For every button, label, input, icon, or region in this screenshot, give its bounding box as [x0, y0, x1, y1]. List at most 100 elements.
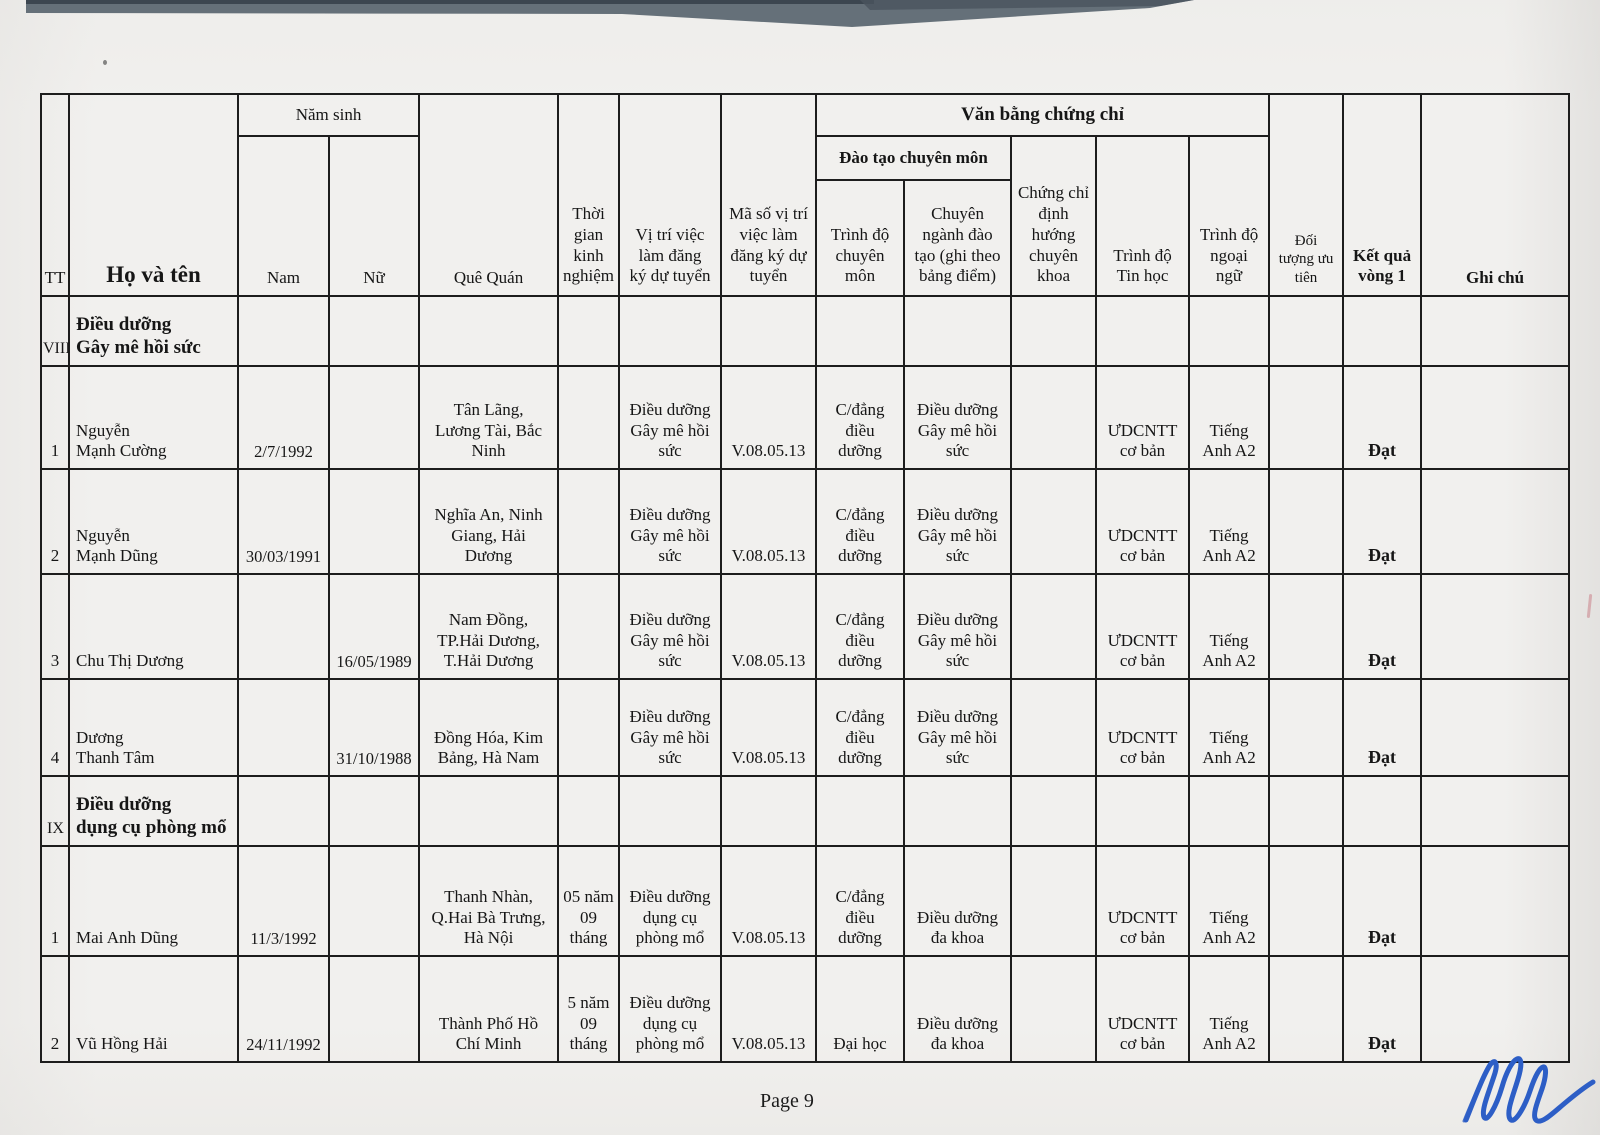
header-row: Trình độ chuyên môn Chuyên ngành đào tạo …	[41, 179, 1569, 297]
cell-kinh-nghiem	[557, 365, 621, 470]
cell-chuyen-nganh: Điều dưỡng đa khoa	[903, 845, 1013, 957]
cell-vi-tri: Điều dưỡng Gây mê hồi sức	[618, 365, 723, 470]
header-ket-qua-vong-1: Kết quả vòng 1	[1342, 93, 1423, 297]
scan-edge-band	[26, 0, 1194, 27]
cell-ho-va-ten: Nguyễn Mạnh Cường	[68, 365, 239, 470]
header-ghi-chu: Ghi chú	[1420, 93, 1571, 297]
cell-chung-chi-dinh-huong	[1010, 573, 1098, 680]
cell-que-quan: Thanh Nhàn, Q.Hai Bà Trưng, Hà Nội	[418, 845, 560, 957]
cell-tin-hoc: ƯDCNTT cơ bản	[1095, 955, 1191, 1063]
cell-trinh-do-chuyen-mon: C/đẳng điều dưỡng	[815, 365, 906, 470]
cell-ghi-chu	[1420, 955, 1571, 1063]
header-trinh-do-tin-hoc: Trình độ Tin học	[1095, 135, 1191, 297]
cell-chung-chi-dinh-huong	[1010, 678, 1098, 777]
candidate-row: 1 Nguyễn Mạnh Cường 2/7/1992 Tân Lãng, Lươn…	[40, 365, 1571, 470]
cell-nam-sinh-nu	[327, 468, 421, 575]
cell-nam-sinh-nam: 11/3/1992	[237, 845, 330, 957]
cell-vi-tri: Điều dưỡng Gây mê hồi sức	[618, 468, 723, 575]
header-row: Nam Nữ Đào tạo chuyên môn Chứng chỉ định hư…	[41, 135, 1569, 297]
cell-nam-sinh-nam: 30/03/1991	[237, 468, 330, 575]
section-empty-cell	[903, 295, 1013, 367]
cell-kinh-nghiem: 05 năm 09 tháng	[557, 845, 621, 957]
section-empty-cell	[1420, 295, 1571, 367]
cell-tt: 3	[40, 573, 70, 680]
section-empty-cell	[1095, 775, 1191, 847]
header-nam: Nam	[237, 135, 330, 297]
section-empty-cell	[418, 295, 560, 367]
header-row: TT Họ và tên Năm sinh Quê Quán Thời gian kin…	[40, 93, 1571, 297]
cell-doi-tuong-uu-tien	[1268, 845, 1345, 957]
section-empty-cell	[815, 775, 906, 847]
header-trinh-do-ngoai-ngu: Trình độ ngoại ngữ	[1188, 135, 1271, 297]
header-nam-sinh: Năm sinh	[236, 93, 421, 137]
section-empty-cell	[815, 295, 906, 367]
cell-trinh-do-chuyen-mon: Đại học	[815, 955, 906, 1063]
candidate-row: 4 Dương Thanh Tâm 31/10/1988 Đồng Hóa, Kim …	[40, 678, 1571, 777]
cell-vi-tri: Điều dưỡng dụng cụ phòng mổ	[618, 845, 723, 957]
candidate-row: 1 Mai Anh Dũng 11/3/1992 Thanh Nhàn, Q.Hai …	[40, 845, 1571, 957]
cell-trinh-do-chuyen-mon: C/đẳng điều dưỡng	[815, 678, 906, 777]
cell-chung-chi-dinh-huong	[1010, 365, 1098, 470]
cell-ngoai-ngu: Tiếng Anh A2	[1188, 468, 1271, 575]
section-number: VIII	[40, 295, 71, 367]
cell-ho-va-ten: Vũ Hồng Hải	[68, 955, 239, 1063]
section-empty-cell	[720, 295, 818, 367]
section-empty-cell	[1342, 295, 1423, 367]
section-row: VIII Điều dưỡng Gây mê hồi sức	[40, 295, 1571, 367]
cell-kinh-nghiem	[557, 573, 621, 680]
header-thoi-gian-kinh-nghiem: Thời gian kinh nghiệm	[557, 93, 621, 297]
header-trinh-do-chuyen-mon: Trình độ chuyên môn	[815, 179, 906, 297]
header-doi-tuong-uu-tien: Đối tượng ưu tiên	[1268, 93, 1345, 297]
section-empty-cell	[327, 295, 421, 367]
section-empty-cell	[1010, 295, 1098, 367]
cell-doi-tuong-uu-tien	[1268, 678, 1345, 777]
section-empty-cell	[237, 295, 330, 367]
header-chuyen-nganh-dao-tao: Chuyên ngành đào tạo (ghi theo bảng điểm…	[903, 179, 1013, 297]
cell-tin-hoc: ƯDCNTT cơ bản	[1095, 845, 1191, 957]
section-empty-cell	[720, 775, 818, 847]
cell-ket-qua-vong-1: Đạt	[1342, 955, 1423, 1063]
cell-chuyen-nganh: Điều dưỡng Gây mê hồi sức	[903, 468, 1013, 575]
candidate-roster-table: TT Họ và tên Năm sinh Quê Quán Thời gian kin…	[40, 93, 1571, 1063]
cell-que-quan: Đồng Hóa, Kim Bảng, Hà Nam	[418, 678, 560, 777]
candidate-row: 2 Vũ Hồng Hải 24/11/1992 Thành Phố Hồ Chí M…	[40, 955, 1571, 1063]
cell-nam-sinh-nu	[327, 955, 421, 1063]
section-empty-cell	[903, 775, 1013, 847]
cell-ket-qua-vong-1: Đạt	[1342, 845, 1423, 957]
cell-que-quan: Nam Đồng, TP.Hải Dương, T.Hải Dương	[418, 573, 560, 680]
cell-vi-tri: Điều dưỡng Gây mê hồi sức	[618, 573, 723, 680]
cell-vi-tri: Điều dưỡng dụng cụ phòng mổ	[618, 955, 723, 1063]
scan-speck	[103, 60, 107, 65]
cell-chung-chi-dinh-huong	[1010, 468, 1098, 575]
cell-nam-sinh-nu	[327, 845, 421, 957]
cell-trinh-do-chuyen-mon: C/đẳng điều dưỡng	[815, 845, 906, 957]
header-nu: Nữ	[327, 135, 421, 297]
cell-tt: 2	[40, 468, 70, 575]
cell-tin-hoc: ƯDCNTT cơ bản	[1095, 468, 1191, 575]
scan-pen-mark	[1586, 593, 1593, 619]
cell-ngoai-ngu: Tiếng Anh A2	[1188, 678, 1271, 777]
section-empty-cell	[1342, 775, 1423, 847]
page-number: Page 9	[760, 1090, 814, 1112]
cell-kinh-nghiem	[557, 678, 621, 777]
cell-ma-so: V.08.05.13	[720, 365, 818, 470]
cell-chuyen-nganh: Điều dưỡng Gây mê hồi sức	[903, 573, 1013, 680]
cell-doi-tuong-uu-tien	[1268, 955, 1345, 1063]
cell-nam-sinh-nam: 24/11/1992	[237, 955, 330, 1063]
section-empty-cell	[1420, 775, 1571, 847]
cell-doi-tuong-uu-tien	[1268, 573, 1345, 680]
cell-tin-hoc: ƯDCNTT cơ bản	[1095, 678, 1191, 777]
section-row: IX Điều dưỡng dụng cụ phòng mổ	[40, 775, 1571, 847]
cell-tt: 2	[40, 955, 70, 1063]
section-empty-cell	[618, 295, 723, 367]
section-empty-cell	[557, 295, 621, 367]
section-empty-cell	[1188, 775, 1271, 847]
cell-ghi-chu	[1420, 365, 1571, 470]
cell-ngoai-ngu: Tiếng Anh A2	[1188, 573, 1271, 680]
cell-ket-qua-vong-1: Đạt	[1342, 365, 1423, 470]
cell-trinh-do-chuyen-mon: C/đẳng điều dưỡng	[815, 468, 906, 575]
section-empty-cell	[618, 775, 723, 847]
cell-ma-so: V.08.05.13	[720, 845, 818, 957]
cell-nam-sinh-nam	[237, 573, 330, 680]
cell-ho-va-ten: Mai Anh Dũng	[68, 845, 239, 957]
